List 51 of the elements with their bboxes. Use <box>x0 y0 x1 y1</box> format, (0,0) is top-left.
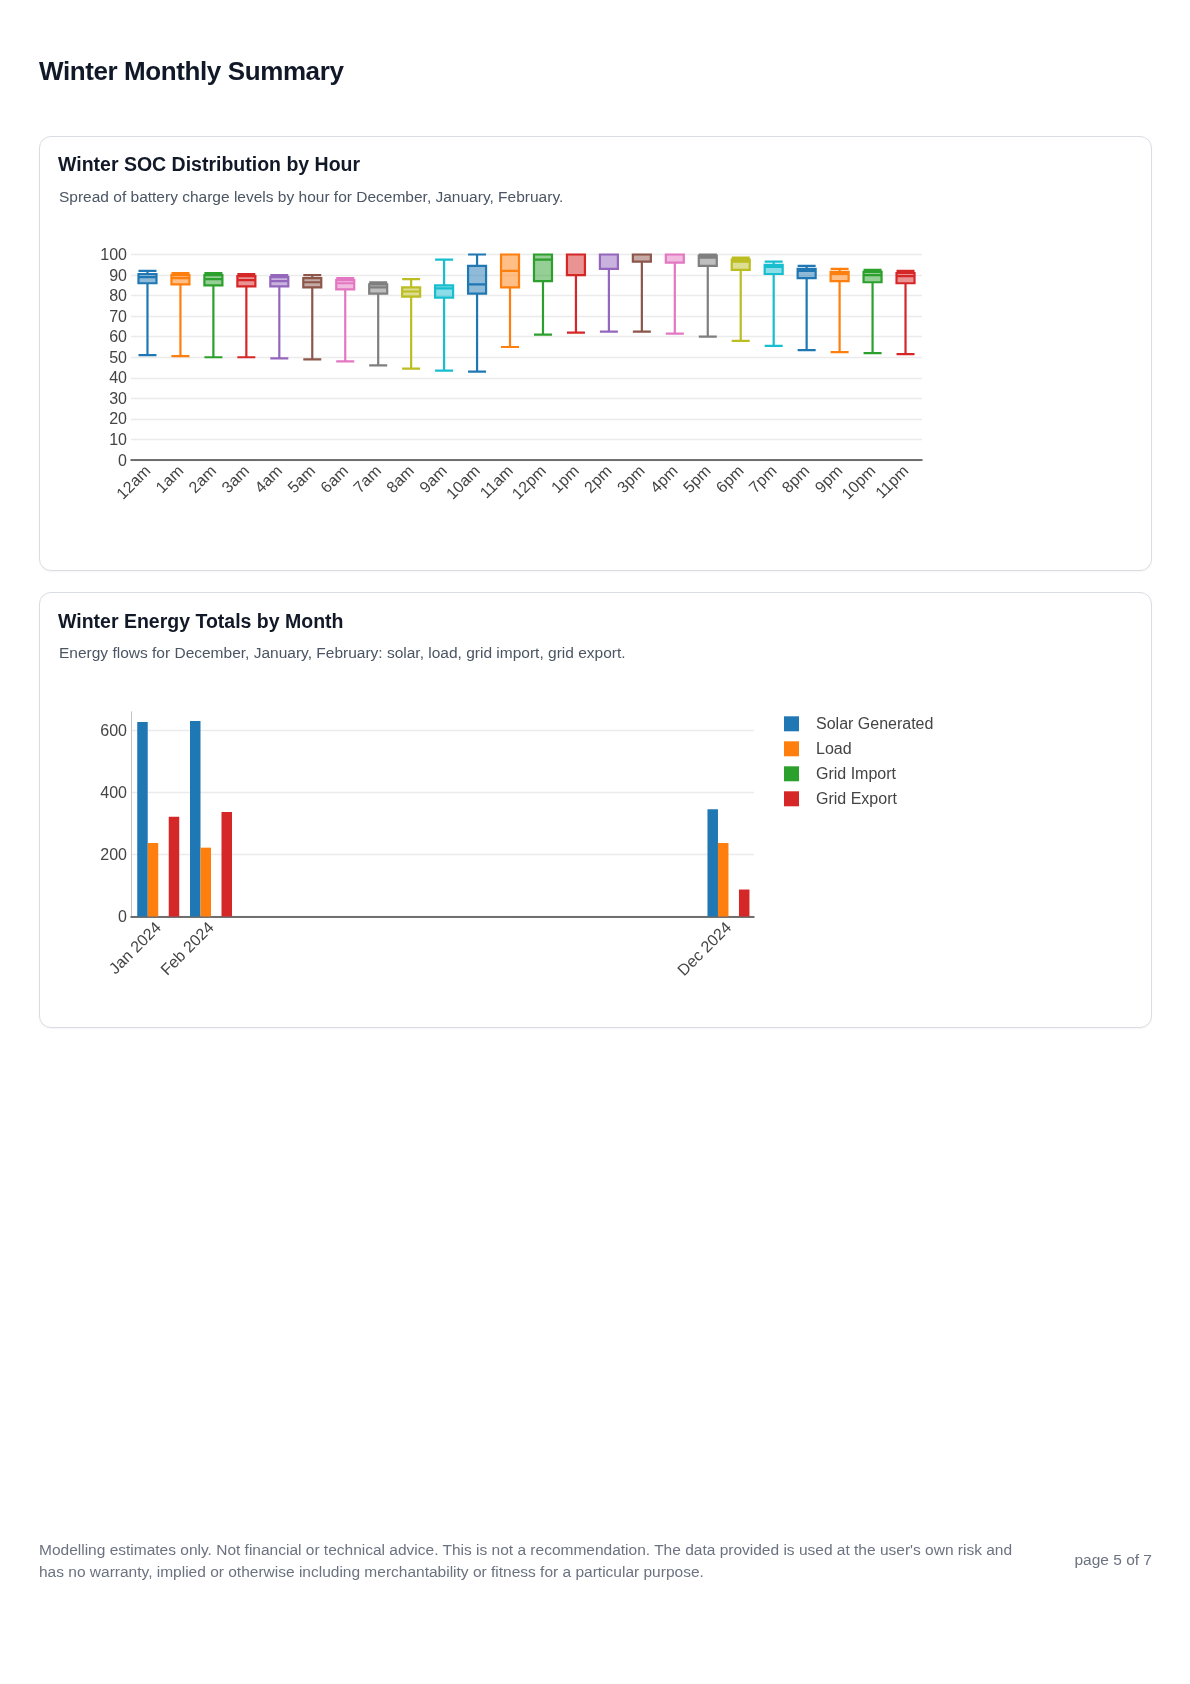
x-tick-label: 2am <box>185 461 220 497</box>
chart-title: Winter SOC Distribution by Hour <box>58 153 361 176</box>
bar <box>147 842 159 917</box>
y-tick-label: 40 <box>109 369 128 387</box>
bar <box>717 842 729 917</box>
bar <box>221 811 232 917</box>
text: Winter Monthly Summary <box>39 56 344 87</box>
chart-title: Winter Energy Totals by Month <box>58 610 344 633</box>
text: page 5 of 7 <box>1074 1550 1152 1570</box>
y-tick-label: 70 <box>109 307 128 325</box>
legend-label: Solar Generated <box>816 715 934 733</box>
bar <box>707 809 718 917</box>
text: Modelling estimates only. Not financial or technical advice. This is not a recommendation. The data provided is used at the user's own risk and has no warranty, implied or otherwise including merchantability or fitness for a particular purpose. <box>39 1540 1014 1582</box>
x-tick-label: 7am <box>350 461 385 497</box>
y-tick-label: 200 <box>100 845 128 863</box>
x-tick-label: 3pm <box>613 461 648 497</box>
legend-label: Grid Export <box>816 790 898 808</box>
x-tick-label: 7pm <box>745 461 780 497</box>
legend-label: Load <box>816 740 852 758</box>
y-tick-label: 20 <box>109 410 128 428</box>
x-tick-label: 6pm <box>712 461 747 497</box>
x-tick-label: 6am <box>317 461 352 497</box>
x-tick-label: 5pm <box>679 461 714 497</box>
bar <box>168 816 180 917</box>
y-tick-label: 0 <box>118 451 128 469</box>
y-tick-label: 100 <box>100 246 128 263</box>
y-tick-label: 30 <box>109 389 128 407</box>
y-tick-label: 80 <box>109 287 128 305</box>
x-tick-label: 2pm <box>580 461 615 497</box>
x-tick-label: 1pm <box>547 461 582 497</box>
y-tick-label: 0 <box>118 908 128 925</box>
x-tick-label: 5am <box>284 461 319 497</box>
x-tick-label: 8pm <box>778 461 813 497</box>
chart-subtitle: Spread of battery charge levels by hour for December, January, February. <box>59 188 564 206</box>
x-tick-label: 4pm <box>646 461 681 497</box>
y-tick-label: 60 <box>109 328 128 346</box>
chart-subtitle: Energy flows for December, January, February: solar, load, grid import, grid export. <box>59 644 626 662</box>
bar <box>190 721 201 917</box>
y-tick-label: 600 <box>100 721 128 739</box>
y-tick-label: 50 <box>109 348 128 366</box>
y-tick-label: 10 <box>109 430 128 448</box>
bar <box>738 889 750 917</box>
y-tick-label: 400 <box>100 783 128 801</box>
x-tick-label: 1am <box>152 461 187 497</box>
y-tick-label: 90 <box>109 266 128 284</box>
x-tick-label: 3am <box>218 461 253 497</box>
legend-label: Grid Import <box>816 765 897 783</box>
x-tick-label: 8am <box>383 461 418 497</box>
x-tick-label: 4am <box>251 461 286 497</box>
bar <box>137 722 148 917</box>
bar <box>200 847 211 917</box>
